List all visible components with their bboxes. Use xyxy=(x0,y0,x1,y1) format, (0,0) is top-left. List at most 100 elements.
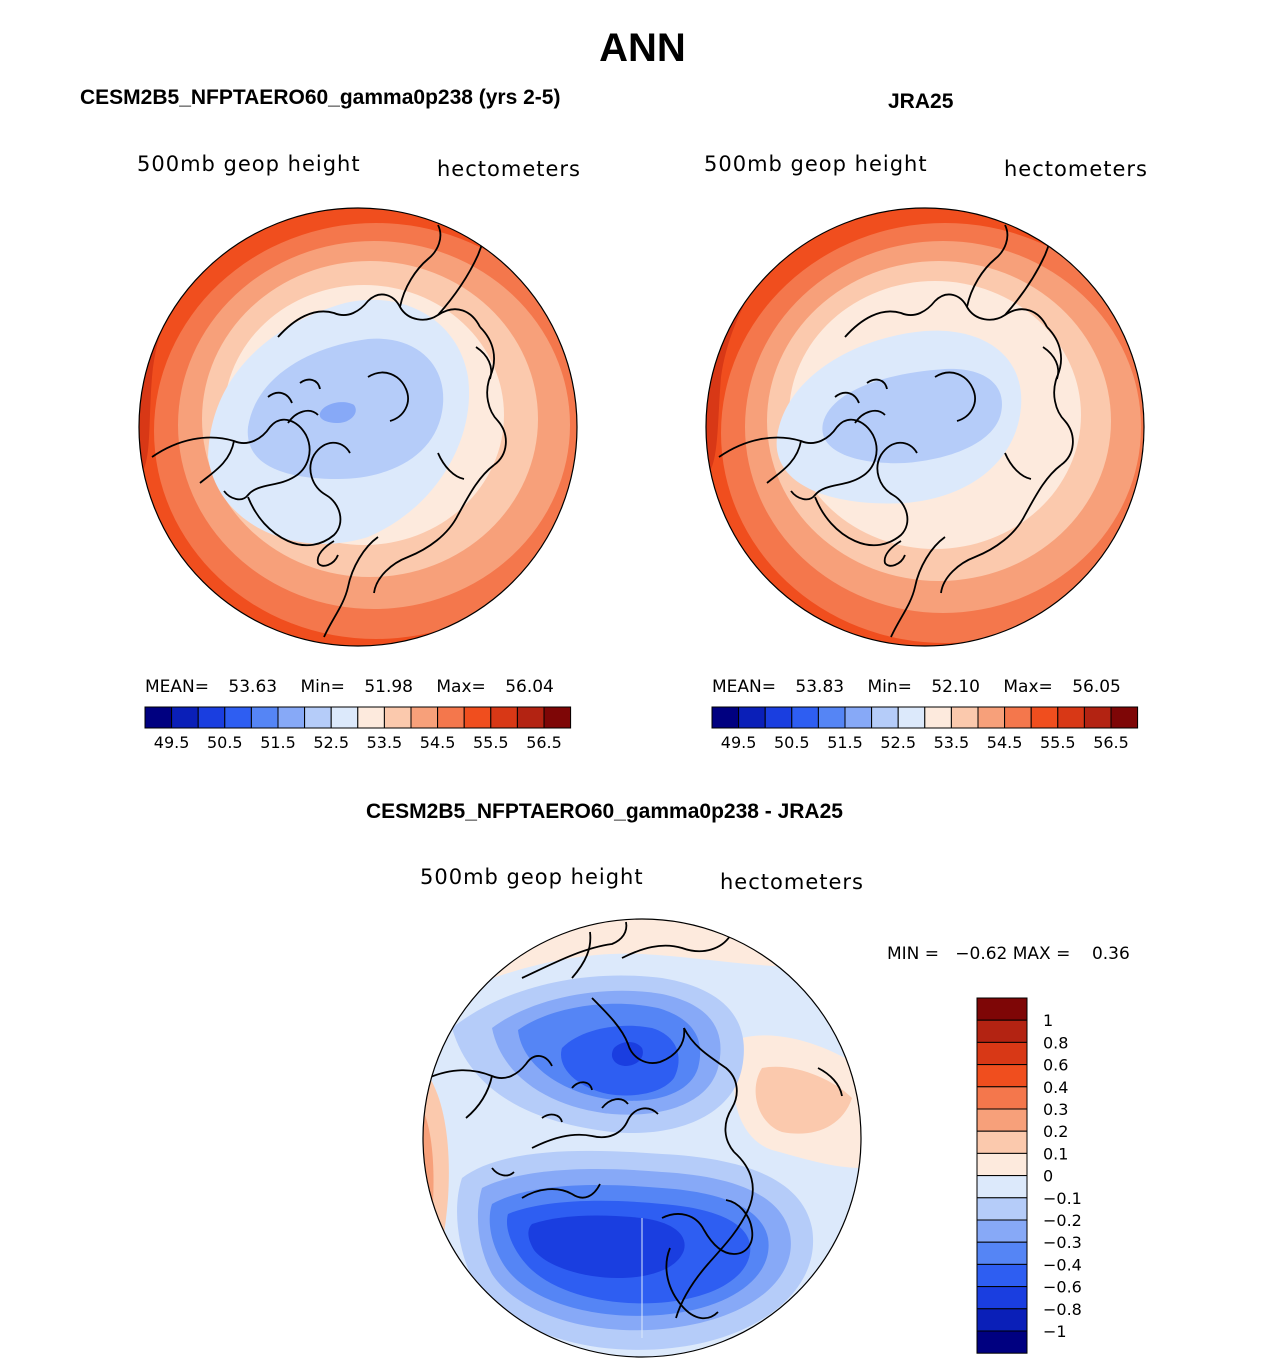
obs-colorbar-tick-label: 52.5 xyxy=(880,733,916,752)
obs-stats: MEAN= 53.83 Min= 52.10 Max= 56.05 xyxy=(712,677,1121,697)
diff-colorbar-swatch-9 xyxy=(976,1197,1028,1221)
obs-colorbar-tick-label: 50.5 xyxy=(774,733,810,752)
obs-max-value: 56.05 xyxy=(1072,677,1121,697)
obs-colorbar-swatch-13 xyxy=(1057,706,1085,729)
diff-colorbar-swatch-6 xyxy=(976,1130,1028,1154)
diff-colorbar-swatch-12 xyxy=(976,1263,1028,1288)
diff-colorbar-tick-label: 0.8 xyxy=(1043,1033,1068,1052)
diff-colorbar-tick-label: −0.2 xyxy=(1043,1211,1082,1230)
diff-band-minus-0-8-south xyxy=(528,1215,685,1278)
model-mean-value: 53.63 xyxy=(228,677,278,697)
obs-colorbar-tick-label: 56.5 xyxy=(1093,733,1129,752)
obs-min-value: 52.10 xyxy=(931,677,980,697)
model-colorbar-swatch-9 xyxy=(383,706,412,729)
obs-colorbar-swatch-8 xyxy=(924,706,952,729)
model-panel-title: CESM2B5_NFPTAERO60_gamma0p238 (yrs 2-5) xyxy=(80,86,561,109)
model-colorbar-swatch-12 xyxy=(463,706,492,729)
diff-colorbar-swatch-2 xyxy=(976,1041,1028,1066)
model-colorbar-tick-label: 50.5 xyxy=(207,733,243,752)
obs-colorbar-swatch-9 xyxy=(950,706,979,729)
diff-colorbar-swatch-5 xyxy=(976,1108,1028,1132)
diff-colorbar-tick-label: −0.1 xyxy=(1043,1189,1082,1208)
obs-colorbar-swatch-2 xyxy=(764,706,793,729)
model-colorbar-tick-label: 53.5 xyxy=(367,733,403,752)
model-colorbar-tick-label: 52.5 xyxy=(313,733,349,752)
obs-colorbar-swatch-5 xyxy=(844,706,873,729)
model-colorbar-tick-label: 56.5 xyxy=(526,733,562,752)
diff-colorbar-swatch-14 xyxy=(976,1308,1028,1332)
obs-colorbar: 49.5 50.5 51.5 52.5 53.5 54.5 55.5 56.5 xyxy=(711,706,1139,752)
diff-minmax-text: MIN = −0.62 MAX = 0.36 xyxy=(887,944,1130,964)
diff-colorbar-tick-label: 0.4 xyxy=(1043,1078,1068,1097)
diff-colorbar-swatch-1 xyxy=(976,1019,1028,1043)
obs-colorbar-tick-label: 55.5 xyxy=(1040,733,1076,752)
diff-colorbar-swatch-13 xyxy=(976,1286,1028,1310)
model-polar-map xyxy=(138,207,578,647)
diff-colorbar-swatch-7 xyxy=(976,1152,1028,1177)
model-colorbar-swatch-10 xyxy=(410,706,439,729)
model-colorbar-swatch-13 xyxy=(490,706,518,729)
diff-colorbar-tick-label: 0.2 xyxy=(1043,1122,1068,1141)
model-colorbar-swatch-0 xyxy=(144,706,173,729)
obs-panel-title: JRA25 xyxy=(888,90,954,113)
diff-colorbar-swatch-3 xyxy=(976,1064,1028,1088)
diff-colorbar-tick-label: 0.6 xyxy=(1043,1056,1068,1075)
diff-colorbar-tick-label: −0.3 xyxy=(1043,1233,1082,1252)
model-colorbar-swatch-5 xyxy=(277,706,306,729)
model-colorbar: 49.5 50.5 51.5 52.5 53.5 54.5 55.5 56.5 xyxy=(144,706,572,752)
obs-colorbar-tick-label: 49.5 xyxy=(721,733,757,752)
diff-colorbar-swatch-15 xyxy=(976,1330,1028,1354)
diff-variable-label: 500mb geop height xyxy=(420,865,644,889)
diff-colorbar-tick-label: −0.4 xyxy=(1043,1255,1082,1274)
obs-min-label: Min= xyxy=(867,677,912,697)
diff-colorbar-swatch-4 xyxy=(976,1086,1028,1110)
obs-mean-value: 53.83 xyxy=(795,677,845,697)
model-colorbar-tick-label: 49.5 xyxy=(154,733,190,752)
model-max-value: 56.04 xyxy=(505,677,554,697)
obs-colorbar-tick-label: 53.5 xyxy=(934,733,970,752)
obs-colorbar-swatch-10 xyxy=(977,706,1006,729)
obs-map-border xyxy=(705,207,1145,647)
diff-coastlines xyxy=(427,921,843,1320)
obs-variable-label: 500mb geop height xyxy=(704,152,928,176)
model-colorbar-swatch-8 xyxy=(357,706,385,729)
diff-colorbar-swatch-10 xyxy=(976,1219,1028,1243)
model-colorbar-swatch-14 xyxy=(516,706,545,729)
obs-colorbar-swatch-1 xyxy=(738,706,766,729)
obs-colorbar-swatch-6 xyxy=(871,706,899,729)
model-colorbar-tick-label: 54.5 xyxy=(420,733,456,752)
diff-map-border xyxy=(422,918,862,1358)
diff-colorbar-tick-label: 0.3 xyxy=(1043,1100,1068,1119)
obs-colorbar-swatch-7 xyxy=(897,706,926,729)
obs-colorbar-swatch-3 xyxy=(791,706,819,729)
obs-colorbar-swatch-15 xyxy=(1110,706,1139,729)
model-coastlines xyxy=(151,216,507,638)
diff-colorbar-tick-label: 0 xyxy=(1043,1167,1053,1186)
model-max-label: Max= xyxy=(436,677,486,697)
diff-colorbar: 1 0.8 0.6 0.4 0.3 0.2 0.1 0 −0.1 −0.2 −0.3 −0.4 −0.6… xyxy=(976,997,1082,1354)
obs-colorbar-swatch-4 xyxy=(817,706,846,729)
model-colorbar-swatch-15 xyxy=(543,706,572,729)
obs-band-52-5 xyxy=(822,368,1002,464)
model-map-border xyxy=(138,207,578,647)
model-colorbar-swatch-1 xyxy=(171,706,199,729)
model-band-52 xyxy=(319,402,356,423)
diff-colorbar-tick-label: 1 xyxy=(1043,1011,1053,1030)
diff-colorbar-tick-label: −0.8 xyxy=(1043,1300,1082,1319)
obs-colorbar-swatch-0 xyxy=(711,706,740,729)
diff-units-label: hectometers xyxy=(720,870,864,894)
model-colorbar-tick-label: 55.5 xyxy=(473,733,509,752)
model-colorbar-tick-label: 51.5 xyxy=(260,733,296,752)
model-colorbar-swatch-11 xyxy=(437,706,465,729)
diff-band-minus-0-8-north xyxy=(611,1042,643,1066)
diff-colorbar-tick-label: −0.6 xyxy=(1043,1278,1082,1297)
diff-colorbar-swatch-0 xyxy=(976,997,1028,1021)
diff-positive-east-inner xyxy=(755,1066,852,1134)
model-min-value: 51.98 xyxy=(364,677,413,697)
model-stats: MEAN= 53.63 Min= 51.98 Max= 56.04 xyxy=(145,677,554,697)
model-colorbar-swatch-2 xyxy=(197,706,226,729)
obs-mean-label: MEAN= xyxy=(712,677,776,697)
model-variable-label: 500mb geop height xyxy=(137,152,361,176)
diff-colorbar-tick-label: 0.1 xyxy=(1043,1144,1068,1163)
obs-units-label: hectometers xyxy=(1004,157,1148,181)
